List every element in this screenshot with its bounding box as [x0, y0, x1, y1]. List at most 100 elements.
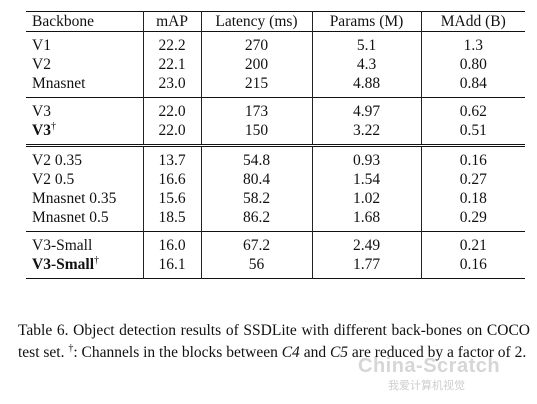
- table-row: Mnasnet 0.35 15.6 58.2 1.02 0.18: [26, 189, 525, 208]
- cell-backbone-text: V1: [32, 37, 51, 54]
- cell-madd: 0.62: [421, 98, 525, 122]
- cell-latency: 215: [201, 74, 313, 98]
- cell-backbone-text: Mnasnet 0.5: [32, 209, 109, 226]
- cell-backbone: V2: [26, 55, 144, 74]
- cell-backbone: V2 0.35: [26, 145, 144, 170]
- cell-backbone: V3-Small: [26, 231, 144, 255]
- table-row: V3-Small† 16.1 56 1.77 0.16: [26, 255, 525, 279]
- header-latency: Latency (ms): [201, 11, 313, 32]
- cell-params: 2.49: [312, 231, 422, 255]
- cell-map-text: 13.7: [158, 152, 186, 169]
- cell-latency-text: 58.2: [242, 190, 271, 207]
- cell-backbone-text: V2: [32, 56, 51, 73]
- cell-map: 15.6: [143, 189, 202, 208]
- cell-latency-text: 270: [244, 37, 269, 54]
- cell-backbone-text: V3: [32, 122, 51, 139]
- cell-params-text: 1.02: [352, 190, 381, 207]
- cell-madd: 0.18: [421, 189, 525, 208]
- cell-map-text: 15.6: [158, 190, 186, 207]
- cell-map: 16.6: [143, 170, 202, 189]
- cell-backbone: V2 0.5: [26, 170, 144, 189]
- cell-madd-text: 0.62: [459, 103, 487, 120]
- cell-backbone: V3: [26, 97, 144, 121]
- cell-map-text: 16.6: [158, 171, 186, 188]
- caption-c5: C5: [329, 343, 349, 361]
- cell-latency-text: 150: [244, 122, 269, 139]
- cell-map: 18.5: [143, 208, 202, 232]
- row-group: V3-Small 16.0 67.2 2.49 0.21 V3-Small† 16.1 56 1…: [26, 231, 525, 279]
- cell-madd-text: 0.84: [459, 75, 487, 92]
- cell-map-text: 22.0: [158, 103, 186, 120]
- cell-params-text: 4.97: [352, 103, 381, 120]
- cell-params-text: 1.54: [352, 171, 381, 188]
- header-params: Params (M): [312, 11, 422, 32]
- cell-map: 22.2: [143, 31, 202, 55]
- cell-madd: 1.3: [421, 32, 525, 56]
- cell-backbone: V3-Small†: [26, 255, 144, 279]
- cell-madd: 0.80: [421, 55, 525, 74]
- table-row: Mnasnet 23.0 215 4.88 0.84: [26, 74, 525, 98]
- cell-map: 22.1: [143, 55, 202, 74]
- table-row: V3 22.0 173 4.97 0.62: [26, 97, 525, 122]
- caption-text-4: are reduced by a factor of 2.: [351, 343, 527, 361]
- cell-map: 13.7: [143, 145, 202, 170]
- header-madd: MAdd (B): [440, 13, 506, 30]
- cell-backbone-text: V3-Small: [32, 237, 93, 254]
- cell-madd-text: 0.29: [459, 209, 487, 226]
- cell-latency-text: 80.4: [242, 171, 271, 188]
- cell-params-text: 4.88: [352, 75, 381, 92]
- row-group: V2 0.35 13.7 54.8 0.93 0.16 V2 0.5 16.6 80.4 1.5…: [26, 145, 525, 232]
- table-row: V3-Small 16.0 67.2 2.49 0.21: [26, 231, 525, 256]
- cell-madd: 0.21: [421, 232, 525, 256]
- cell-madd-text: 0.51: [459, 122, 487, 139]
- cell-latency: 150: [201, 121, 313, 146]
- cell-map: 22.0: [143, 121, 202, 146]
- cell-params-text: 3.22: [352, 122, 381, 139]
- cell-backbone-text: Mnasnet: [32, 75, 86, 92]
- cell-latency-text: 200: [244, 56, 269, 73]
- cell-map-text: 16.0: [158, 237, 186, 254]
- cell-map: 22.0: [143, 97, 202, 121]
- cell-params: 5.1: [312, 31, 422, 55]
- cell-params-text: 4.3: [356, 56, 377, 73]
- table-row: V2 22.1 200 4.3 0.80: [26, 55, 525, 74]
- table-row: V2 0.5 16.6 80.4 1.54 0.27: [26, 170, 525, 189]
- cell-backbone: V1: [26, 31, 144, 55]
- cell-latency-text: 67.2: [242, 237, 271, 254]
- watermark-sub-text: 我爱计算机视觉: [388, 379, 465, 392]
- cell-map-text: 18.5: [158, 209, 186, 226]
- caption-text-1: Table 6. Object detection results of SSD…: [18, 322, 530, 361]
- cell-map-text: 16.1: [158, 256, 186, 273]
- table-row: V1 22.2 270 5.1 1.3: [26, 31, 525, 56]
- cell-madd: 0.27: [421, 170, 525, 189]
- table-caption: Table 6. Object detection results of SSD…: [18, 320, 530, 363]
- cell-madd-text: 0.21: [459, 237, 487, 254]
- dagger-mark: †: [50, 120, 56, 132]
- row-group: V3 22.0 173 4.97 0.62 V3† 22.0 150 3.22 0.51: [26, 97, 525, 146]
- cell-backbone-text: Mnasnet 0.35: [32, 190, 117, 207]
- cell-madd: 0.16: [421, 255, 525, 279]
- table-row: V2 0.35 13.7 54.8 0.93 0.16: [26, 145, 525, 170]
- cell-params: 4.88: [312, 74, 422, 98]
- cell-map-text: 23.0: [158, 75, 186, 92]
- cell-latency: 86.2: [201, 208, 313, 232]
- cell-backbone-text: V3-Small: [32, 256, 94, 273]
- cell-latency: 67.2: [201, 231, 313, 255]
- cell-latency-text: 86.2: [242, 209, 271, 226]
- cell-madd-text: 0.16: [459, 256, 487, 273]
- cell-madd: 0.29: [421, 208, 525, 232]
- cell-backbone: V3†: [26, 120, 144, 146]
- cell-latency: 80.4: [201, 170, 313, 189]
- table-row: Mnasnet 0.5 18.5 86.2 1.68 0.29: [26, 208, 525, 232]
- cell-map-text: 22.0: [158, 122, 186, 139]
- results-table: Backbone mAP Latency (ms) Params (M) MAd…: [26, 11, 525, 279]
- header-row: Backbone mAP Latency (ms) Params (M) MAd…: [26, 11, 525, 32]
- cell-madd-text: 0.80: [459, 56, 487, 73]
- header-map: mAP: [143, 11, 202, 32]
- cell-map: 16.1: [143, 255, 202, 279]
- cell-madd: 0.84: [421, 74, 525, 98]
- caption-dagger: †: [68, 342, 74, 354]
- cell-params: 1.77: [312, 255, 422, 279]
- cell-backbone: Mnasnet 0.5: [26, 208, 144, 232]
